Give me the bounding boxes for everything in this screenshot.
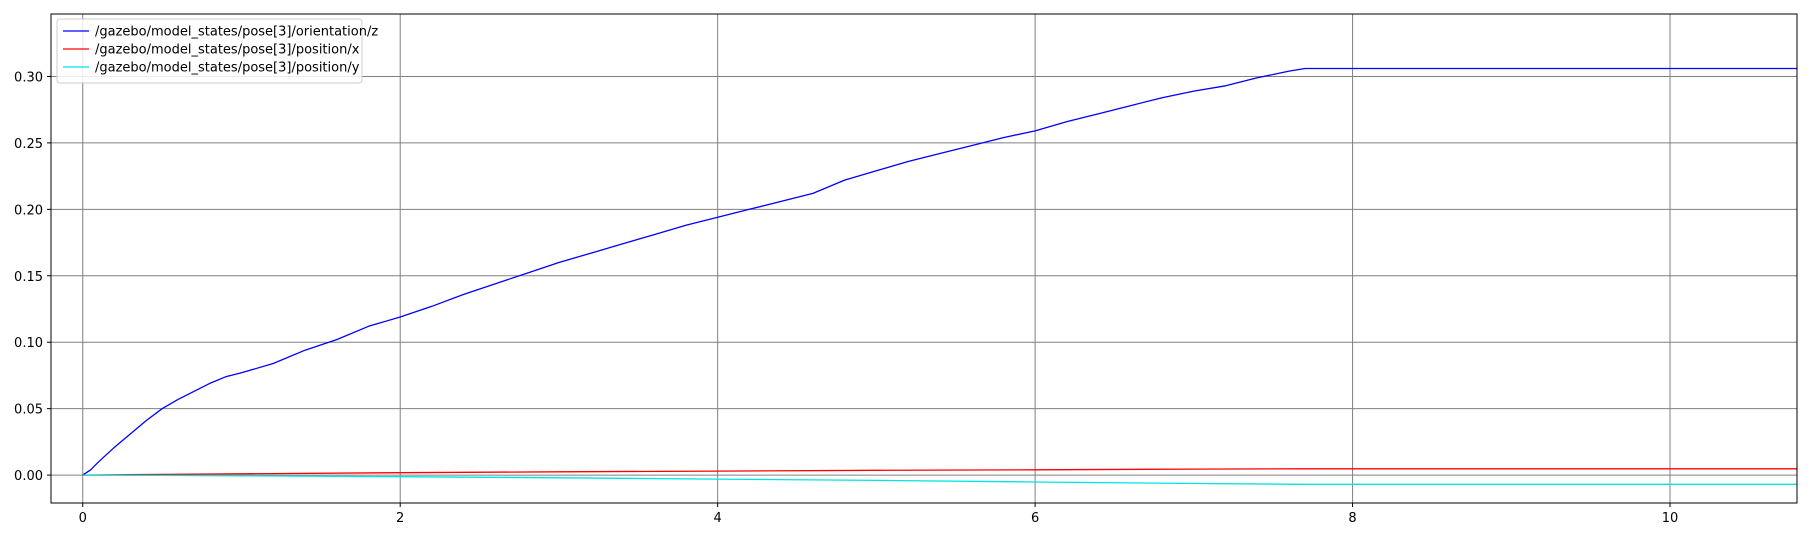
series-line-1 — [82, 468, 1797, 476]
legend-label: /gazebo/model_states/pose[3]/position/x — [95, 43, 360, 58]
series-line-0 — [82, 67, 1797, 476]
y-tick-label: 0.10 — [14, 336, 43, 351]
x-tick-label: 6 — [1031, 511, 1039, 526]
y-tick-label: 0.00 — [14, 469, 43, 484]
y-tick-label: 0.20 — [14, 203, 43, 218]
x-tick-label: 2 — [396, 511, 404, 526]
legend: /gazebo/model_states/pose[3]/orientation… — [56, 18, 378, 84]
y-tick-label: 0.15 — [14, 270, 43, 285]
x-tick-label: 0 — [79, 511, 87, 526]
y-axis: 0.00 0.05 0.10 0.15 0.20 0.25 0.30 — [14, 70, 51, 484]
series-layer — [82, 67, 1797, 485]
x-tick-label: 10 — [1662, 511, 1679, 526]
x-tick-label: 4 — [714, 511, 722, 526]
x-tick-label: 8 — [1348, 511, 1356, 526]
legend-label: /gazebo/model_states/pose[3]/orientation… — [95, 25, 378, 40]
legend-label: /gazebo/model_states/pose[3]/position/y — [95, 61, 360, 76]
legend-box — [56, 18, 363, 84]
series-line-2 — [82, 474, 1797, 485]
y-tick-label: 0.30 — [14, 70, 43, 85]
y-tick-label: 0.25 — [14, 137, 43, 152]
x-axis: 0 2 4 6 8 10 — [79, 503, 1679, 526]
y-tick-label: 0.05 — [14, 403, 43, 418]
plot-frame — [50, 13, 1798, 504]
grid — [51, 14, 1797, 503]
